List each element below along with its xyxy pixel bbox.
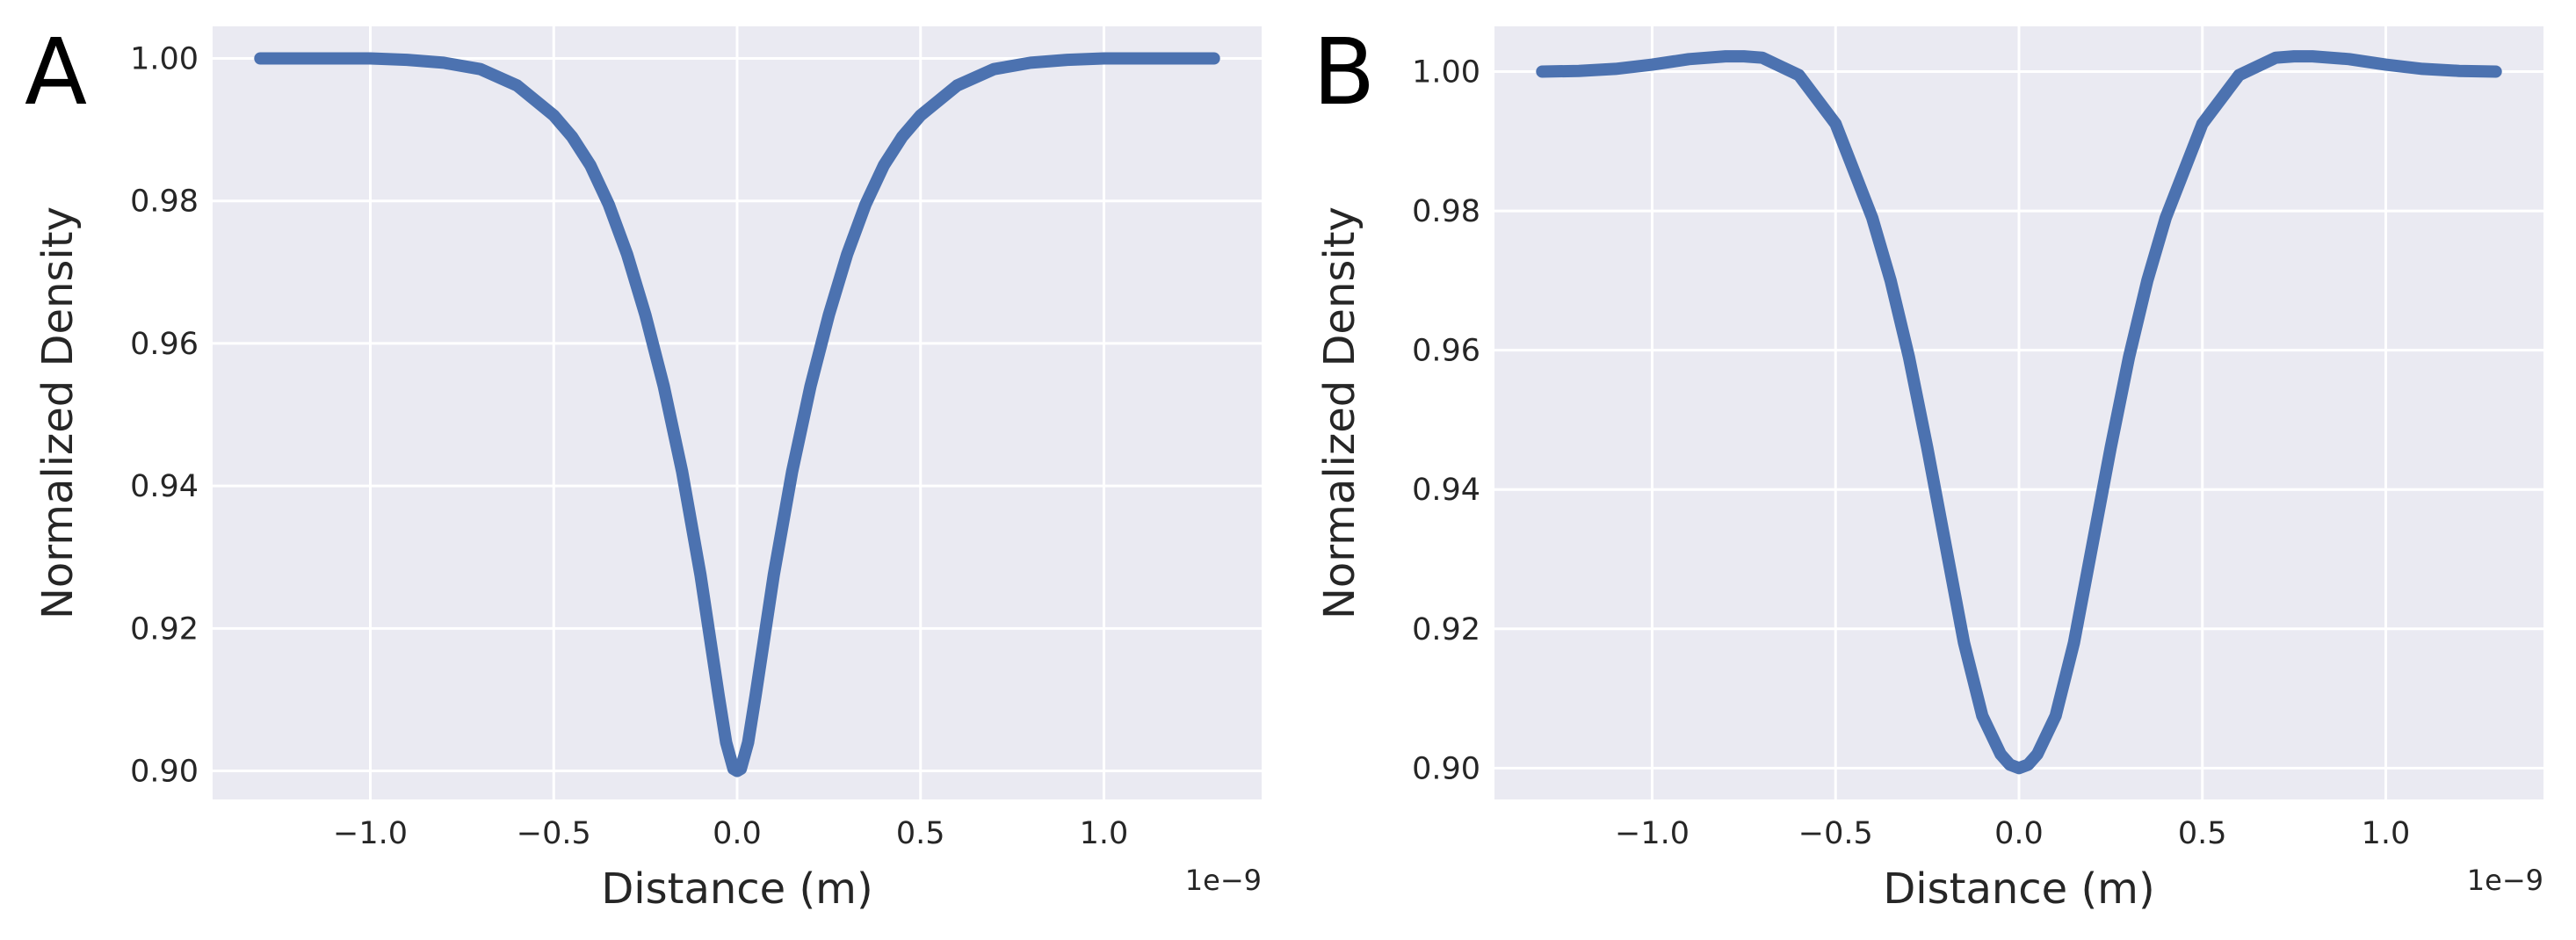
series-line-density — [1536, 50, 2502, 775]
x-tick-label: −1.0 — [333, 816, 408, 851]
y-tick-label: 0.92 — [130, 611, 199, 647]
panel-letter: A — [25, 18, 87, 126]
x-offset-label: 1e−9 — [2467, 864, 2543, 897]
x-tick-label: −0.5 — [517, 816, 591, 851]
x-tick-label: −0.5 — [1798, 816, 1873, 851]
x-axis-label: Distance (m) — [601, 864, 872, 914]
y-tick-label: 0.98 — [130, 184, 199, 220]
series-line-density — [254, 52, 1220, 777]
x-tick-label: 0.5 — [2178, 816, 2227, 851]
x-tick-label: 1.0 — [2362, 816, 2411, 851]
x-tick-label: 1.0 — [1080, 816, 1129, 851]
y-tick-label: 1.00 — [130, 41, 199, 76]
x-tick-label: 0.5 — [896, 816, 945, 851]
x-tick-label: 0.0 — [1994, 816, 2044, 851]
y-axis-label: Normalized Density — [1315, 206, 1364, 619]
x-tick-label: 0.0 — [713, 816, 762, 851]
panel-a: −1.0 −0.5 0.0 0.5 1.0 0.90 0.92 0.94 0.96 0.98 1.0… — [25, 18, 1262, 914]
y-tick-label: 0.96 — [1412, 334, 1480, 369]
x-axis-label: Distance (m) — [1883, 864, 2154, 914]
y-tick-label: 0.98 — [1412, 194, 1480, 229]
x-tick-label: −1.0 — [1615, 816, 1690, 851]
panel-letter: B — [1313, 18, 1375, 126]
y-tick-label: 0.92 — [1412, 612, 1480, 647]
y-tick-label: 0.90 — [1412, 751, 1480, 786]
x-offset-label: 1e−9 — [1185, 864, 1262, 897]
y-tick-label: 0.90 — [130, 755, 199, 790]
panel-b: −1.0 −0.5 0.0 0.5 1.0 0.90 0.92 0.94 0.96 0.98 1.0… — [1313, 18, 2543, 914]
y-tick-label: 0.94 — [1412, 473, 1480, 508]
y-tick-label: 0.96 — [130, 327, 199, 362]
y-tick-label: 1.00 — [1412, 55, 1480, 90]
y-axis-label: Normalized Density — [33, 206, 83, 619]
y-tick-label: 0.94 — [130, 469, 199, 504]
